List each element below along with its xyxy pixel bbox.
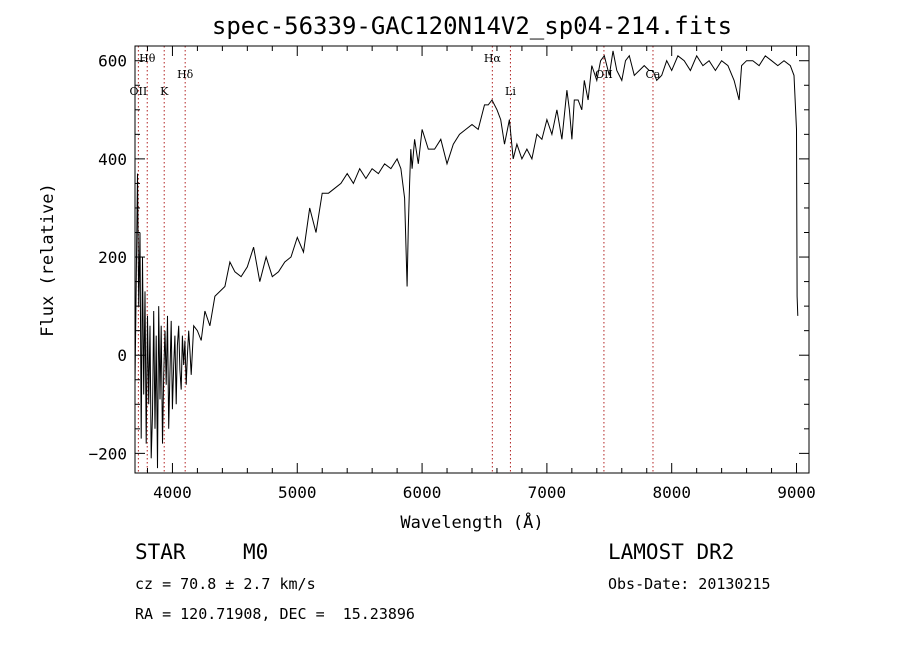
x-tick-label: 6000 bbox=[403, 483, 442, 502]
y-axis-ticks: −200 0 200 400 600 bbox=[88, 52, 809, 463]
survey-label: LAMOST DR2 bbox=[608, 540, 734, 564]
x-axis-title: Wavelength (Å) bbox=[400, 511, 543, 533]
subclass: M0 bbox=[243, 540, 268, 564]
y-tick-label: 0 bbox=[117, 346, 127, 365]
x-tick-label: 7000 bbox=[528, 483, 567, 502]
y-tick-label: 600 bbox=[98, 52, 127, 71]
spectral-line-label: Li bbox=[505, 85, 516, 98]
x-tick-label: 8000 bbox=[652, 483, 691, 502]
plot-frame bbox=[134, 45, 810, 474]
y-tick-label: −200 bbox=[88, 444, 127, 463]
spectral-line-markers bbox=[137, 46, 654, 473]
obs-date-label: Obs-Date: 20130215 bbox=[608, 575, 771, 593]
x-tick-label: 5000 bbox=[278, 483, 317, 502]
spectral-line-label: K bbox=[160, 85, 169, 98]
spectral-line-label: Hθ bbox=[139, 52, 156, 65]
y-tick-label: 400 bbox=[98, 150, 127, 169]
object-type: STAR bbox=[135, 540, 186, 564]
spectral-line-label: Ca bbox=[645, 68, 660, 81]
spectral-line-label: Hδ bbox=[177, 68, 194, 81]
spectrum-series-line bbox=[134, 50, 799, 469]
redshift-label: cz = 70.8 ± 2.7 km/s bbox=[135, 575, 316, 593]
coordinates-label: RA = 120.71908, DEC = 15.23896 bbox=[135, 605, 415, 623]
spectral-line-label: OII bbox=[130, 85, 148, 98]
x-tick-label: 4000 bbox=[153, 483, 192, 502]
y-axis-title: Flux (relative) bbox=[38, 183, 58, 337]
chart-title: spec-56339-GAC120N14V2_sp04-214.fits bbox=[212, 12, 732, 40]
spectral-line-label: Hα bbox=[484, 52, 502, 65]
x-axis-ticks: 4000 5000 6000 7000 8000 9000 bbox=[146, 46, 816, 502]
x-tick-label: 9000 bbox=[777, 483, 816, 502]
y-tick-label: 200 bbox=[98, 248, 127, 267]
